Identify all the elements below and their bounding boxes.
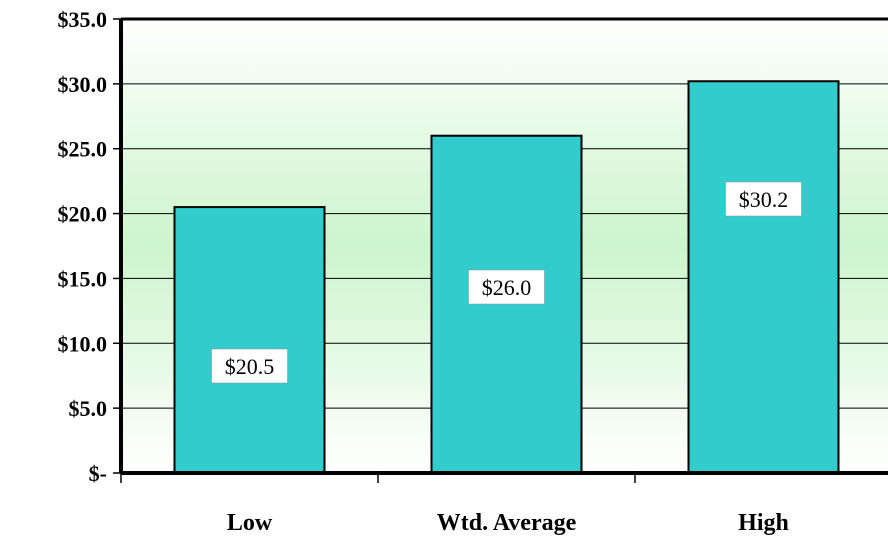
x-tick-label: High [738, 510, 789, 536]
bar [173, 206, 326, 474]
y-tick-label: $5.0 [69, 396, 108, 421]
bar [687, 80, 840, 475]
y-tick-label: $35.0 [58, 7, 108, 32]
x-tick-label: Low [227, 510, 273, 536]
data-label: $30.2 [739, 187, 789, 212]
y-tick-labels: $- $5.0 $10.0 $15.0 $20.0 $25.0 $30.0 $35.0 [58, 7, 108, 486]
y-tick-label: $10.0 [58, 331, 108, 356]
y-tick-label: $20.0 [58, 202, 108, 227]
data-label: $26.0 [482, 275, 532, 300]
x-tick-labels: Low Wtd. Average High [227, 510, 789, 536]
y-tick-label: $15.0 [58, 266, 108, 291]
y-tick-label: $25.0 [58, 137, 108, 162]
data-label-box [725, 181, 802, 217]
bar [430, 134, 583, 474]
data-label-box [468, 269, 545, 305]
bars [173, 80, 840, 475]
y-tick-label: $30.0 [58, 72, 108, 97]
axes [119, 17, 888, 483]
y-tick-label: $- [89, 461, 107, 486]
data-labels: $20.5 $26.0 $30.2 [211, 181, 802, 384]
x-tick-label: Wtd. Average [437, 510, 577, 536]
data-label: $20.5 [225, 354, 275, 379]
data-label-box [211, 348, 288, 384]
